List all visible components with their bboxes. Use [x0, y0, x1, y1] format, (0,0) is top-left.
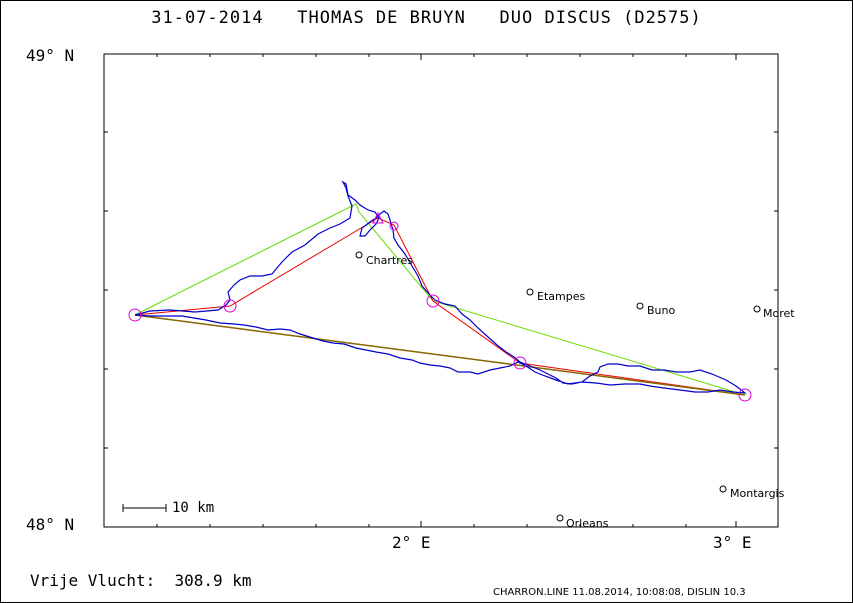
- town-marker-chartres: [355, 251, 363, 259]
- x-label-2e: 2° E: [392, 533, 431, 552]
- town-label-montargis: Montargis: [730, 487, 785, 500]
- town-markers: [355, 251, 761, 522]
- town-label-etampes: Etampes: [537, 290, 586, 303]
- free-flight-distance: Vrije Vlucht: 308.9 km: [30, 571, 252, 590]
- town-marker-orleans: [556, 514, 564, 522]
- town-label-buno: Buno: [647, 304, 676, 317]
- town-marker-montargis: [719, 485, 727, 493]
- town-marker-moret: [753, 305, 761, 313]
- turnpoints: [128, 211, 752, 402]
- town-label-chartres: Chartres: [366, 254, 414, 267]
- town-label-orleans: Orleans: [566, 517, 609, 530]
- y-label-bottom: 48° N: [26, 515, 75, 534]
- turnpoint-5: [513, 356, 527, 370]
- town-label-moret: Moret: [763, 307, 795, 320]
- flight-track: [134, 180, 747, 394]
- turnpoint-start: [128, 308, 142, 322]
- turnpoint-4: [426, 294, 440, 308]
- y-label-top: 49° N: [26, 46, 75, 65]
- closing-leg: [134, 314, 746, 396]
- town-marker-etampes: [526, 288, 534, 296]
- scale-bar: [122, 504, 167, 512]
- scale-bar-label: 10 km: [172, 500, 215, 516]
- axis-ticks: [104, 54, 778, 527]
- turnpoint-3: [389, 221, 399, 231]
- footer-info: CHARRON.LINE 11.08.2014, 10:08:08, DISLI…: [493, 587, 746, 598]
- plot-area: [103, 53, 779, 528]
- town-marker-buno: [636, 302, 644, 310]
- flight-title: 31-07-2014 THOMAS DE BRUYN DUO DISCUS (D…: [151, 8, 702, 28]
- x-label-3e: 3° E: [713, 533, 752, 552]
- turnpoint-1: [223, 299, 237, 313]
- turnpoint-2: [372, 211, 384, 224]
- turnpoint-finish: [738, 388, 752, 402]
